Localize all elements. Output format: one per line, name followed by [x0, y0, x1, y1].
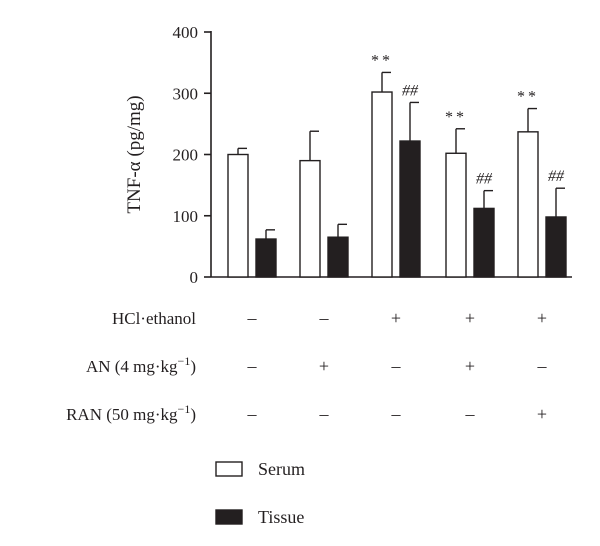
serum-bar [445, 152, 467, 278]
treatment-mark: – [391, 356, 402, 376]
treatment-mark: + [391, 308, 401, 328]
treatment-label: RAN (50 mg·kg−1) [66, 402, 196, 424]
legend-swatch-serum [215, 461, 243, 477]
y-tick-label: 100 [173, 207, 199, 226]
treatment-mark: – [391, 404, 402, 424]
treatment-mark: – [247, 404, 258, 424]
significance-mark: ## [548, 168, 565, 185]
treatment-mark: – [319, 308, 330, 328]
y-tick-label: 400 [173, 23, 199, 42]
treatment-mark: + [319, 356, 329, 376]
y-axis-label: TNF-α (pg/mg) [124, 95, 145, 213]
serum-bar [299, 159, 321, 278]
y-tick-label: 0 [190, 268, 199, 287]
tissue-bar [545, 216, 567, 278]
axes: 0 100 200 300 400 TNF-α (pg/mg) [124, 23, 572, 287]
y-tick-label: 200 [173, 146, 199, 165]
tissue-bar [473, 207, 495, 278]
y-tick-label: 300 [173, 84, 199, 103]
legend-swatch-tissue [215, 509, 243, 525]
treatment-mark: – [465, 404, 476, 424]
treatment-label: HCl·ethanol [112, 309, 196, 328]
tissue-bar [399, 140, 421, 278]
tissue-bar [327, 236, 349, 278]
significance-mark: ** [517, 89, 539, 106]
treatment-mark: + [537, 404, 547, 424]
significance-mark: ## [476, 171, 493, 188]
serum-bar [371, 91, 393, 278]
tissue-bar [255, 238, 277, 278]
significance-mark: ** [445, 109, 467, 126]
legend-label-tissue: Tissue [258, 507, 304, 527]
serum-bar [227, 153, 249, 278]
treatment-mark: – [247, 308, 258, 328]
significance-mark: ## [402, 82, 419, 99]
bars: ** ** ** ## ## ## [227, 52, 567, 278]
legend: Serum Tissue [215, 459, 305, 527]
treatment-mark: – [319, 404, 330, 424]
treatment-mark: – [537, 356, 548, 376]
treatment-mark: + [465, 308, 475, 328]
treatment-label: AN (4 mg·kg−1) [86, 354, 196, 376]
treatment-mark: + [537, 308, 547, 328]
legend-label-serum: Serum [258, 459, 305, 479]
treatment-table: HCl·ethanol – – + + + AN (4 mg·kg−1) – + – + – RAN (… [66, 308, 547, 424]
treatment-mark: – [247, 356, 258, 376]
significance-mark: ** [371, 52, 393, 69]
treatment-mark: + [465, 356, 475, 376]
serum-bar [517, 131, 539, 278]
